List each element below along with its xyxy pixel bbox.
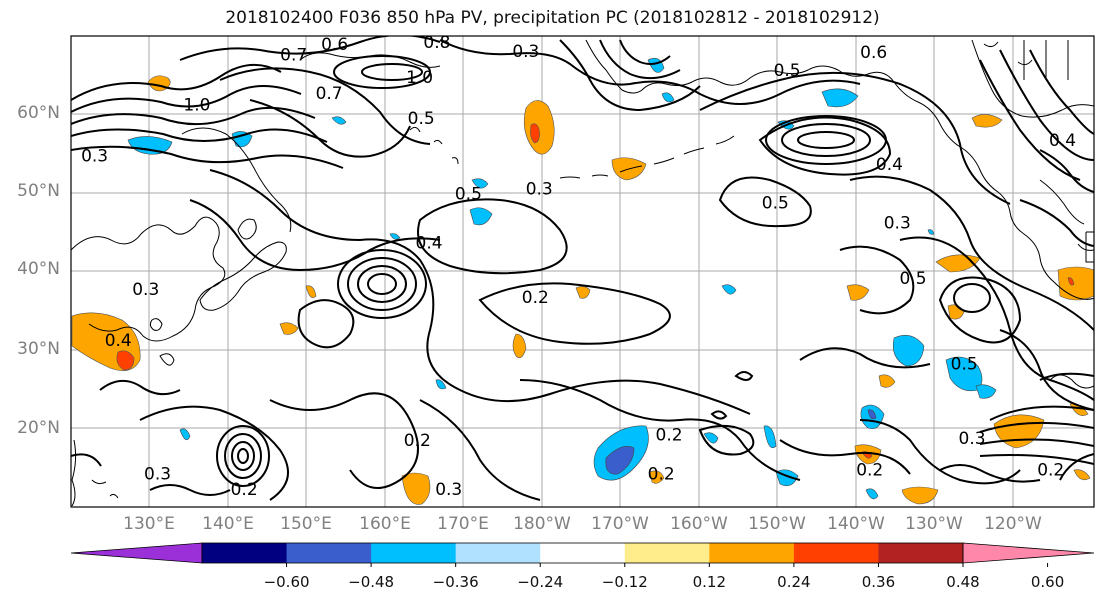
- contour-label: 0.3: [144, 465, 171, 485]
- contour-label: 0.6: [860, 43, 887, 63]
- contour-label: 0.8: [423, 33, 450, 53]
- contour-label: 0.2: [1037, 461, 1064, 481]
- pv-contours: [71, 36, 1094, 501]
- map-frame: [70, 35, 1095, 508]
- contour-label: 0.2: [522, 288, 549, 308]
- lon-label-180w: 180°W: [513, 514, 571, 534]
- contour-label: 0.2: [856, 461, 883, 481]
- colorbar-segment: [709, 543, 795, 563]
- colorbar-segment: [455, 543, 541, 563]
- contour-label: 1.0: [406, 68, 433, 88]
- colorbar-arrow-high: [962, 542, 1095, 564]
- lon-label-160e: 160°E: [359, 514, 411, 534]
- colorbar-tick-label: 0.12: [692, 573, 727, 591]
- contour-label: 0.4: [1049, 131, 1076, 151]
- contour-label: 0.3: [884, 213, 911, 233]
- contour-label: 0.2: [648, 465, 675, 485]
- lon-label-150e: 150°E: [280, 514, 332, 534]
- colorbar-segment: [202, 543, 288, 563]
- colorbar-tick-label: −0.60: [263, 573, 310, 591]
- lon-label-140w: 140°W: [827, 514, 885, 534]
- coastlines: [71, 39, 1094, 507]
- lat-label-40n: 40°N: [17, 259, 60, 279]
- contour-label: 0.3: [81, 147, 108, 167]
- contour-label: 0.6: [321, 35, 348, 55]
- colorbar-segment: [878, 543, 964, 563]
- contour-label: 0.7: [316, 84, 343, 104]
- contour-label: 0.5: [455, 184, 482, 204]
- contour-label: 0.3: [435, 480, 462, 500]
- contour-label: 0.3: [959, 429, 986, 449]
- colorbar-arrow-low: [70, 542, 203, 564]
- lon-label-130w: 130°W: [905, 514, 963, 534]
- contour-label: 0.5: [899, 269, 926, 289]
- colorbar-segment: [793, 543, 879, 563]
- contour-label: 0.2: [656, 425, 683, 445]
- contour-label: 0.3: [512, 42, 539, 62]
- map-plot-area: 0.6 0.7 0.8 1.0 0.7 0.3 0.5 0.6 1.0 0.3 0.5 0.5 0.3 0…: [71, 33, 1094, 507]
- contour-label: 0.2: [231, 480, 258, 500]
- contour-label: 0.5: [951, 355, 978, 375]
- lat-label-60n: 60°N: [17, 103, 60, 123]
- lon-label-140e: 140°E: [202, 514, 254, 534]
- colorbar-segment: [540, 543, 626, 563]
- precip-negative-patches: [127, 57, 997, 500]
- colorbar-tick-label: 0.60: [1030, 573, 1065, 591]
- lon-label-120w: 120°W: [984, 514, 1042, 534]
- colorbar-segment: [371, 543, 457, 563]
- colorbar-tick-label: −0.24: [517, 573, 564, 591]
- lon-label-150w: 150°W: [748, 514, 806, 534]
- colorbar: [70, 542, 1095, 567]
- contour-label: 1.0: [183, 96, 210, 116]
- lat-label-20n: 20°N: [17, 418, 60, 438]
- contour-label: 0.2: [404, 431, 431, 451]
- contour-label: 0.5: [774, 61, 801, 81]
- contour-label: 0.7: [280, 45, 307, 65]
- contour-label: 0.3: [526, 180, 553, 200]
- lon-label-160w: 160°W: [670, 514, 728, 534]
- map-title: 2018102400 F036 850 hPa PV, precipitatio…: [225, 8, 880, 28]
- lat-label-30n: 30°N: [17, 339, 60, 359]
- contour-label: 0.4: [416, 234, 443, 254]
- contour-label: 0.5: [762, 194, 789, 214]
- contour-labels: 0.6 0.7 0.8 1.0 0.7 0.3 0.5 0.6 1.0 0.3 0.5 0.5 0.3 0…: [81, 33, 1076, 500]
- colorbar-tick-label: −0.12: [601, 573, 648, 591]
- contour-label: 0.4: [876, 155, 903, 175]
- contour-label: 0.5: [408, 109, 435, 129]
- colorbar-tick-label: 0.48: [946, 573, 980, 591]
- contour-label: 0.4: [105, 331, 132, 351]
- colorbar-tick-label: −0.48: [348, 573, 395, 591]
- colorbar-segment: [624, 543, 710, 563]
- colorbar-tick-label: 0.24: [777, 573, 811, 591]
- contour-label: 0.3: [132, 280, 159, 300]
- lon-label-170w: 170°W: [591, 514, 649, 534]
- colorbar-tick-label: 0.36: [861, 573, 896, 591]
- colorbar-tick-label: −0.36: [432, 573, 479, 591]
- lon-label-170e: 170°E: [437, 514, 489, 534]
- colorbar-segment: [286, 543, 372, 563]
- lat-label-50n: 50°N: [17, 181, 60, 201]
- lon-label-130e: 130°E: [123, 514, 175, 534]
